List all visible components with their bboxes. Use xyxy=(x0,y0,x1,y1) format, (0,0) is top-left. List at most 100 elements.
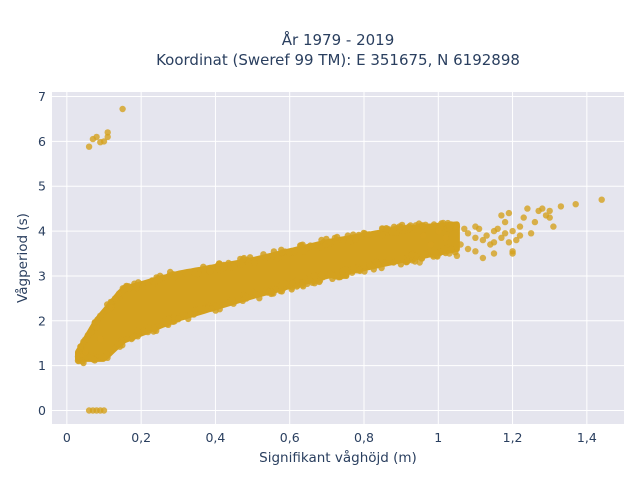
data-point xyxy=(427,241,435,248)
data-point xyxy=(453,223,461,230)
chart-title-line-2: Koordinat (Sweref 99 TM): E 351675, N 61… xyxy=(156,51,520,69)
data-point xyxy=(378,232,386,239)
data-point xyxy=(90,356,97,363)
data-point xyxy=(360,229,367,237)
x-tick-label: 1,2 xyxy=(503,430,523,445)
data-point xyxy=(472,234,479,241)
data-point xyxy=(501,218,509,226)
data-point xyxy=(352,236,359,243)
data-point xyxy=(93,324,100,331)
tick-labels: 0 0,2 0,4 0,6 0,8 1 1,2 1,4 0 1 2 3 4 5 6 7 xyxy=(38,89,597,445)
data-point xyxy=(429,248,437,255)
data-point xyxy=(505,239,513,246)
data-point xyxy=(339,268,346,275)
data-point xyxy=(367,262,374,270)
data-point xyxy=(134,333,141,340)
data-point xyxy=(153,327,160,334)
data-point xyxy=(100,407,108,414)
data-point xyxy=(520,214,527,221)
data-point xyxy=(446,223,454,230)
data-point xyxy=(326,238,333,245)
data-point xyxy=(334,272,342,279)
data-point xyxy=(108,304,115,311)
data-point xyxy=(464,245,472,253)
data-point xyxy=(516,223,524,230)
data-point xyxy=(134,327,141,335)
data-point xyxy=(231,264,238,271)
data-point xyxy=(380,259,388,267)
data-point xyxy=(289,279,296,286)
data-point xyxy=(239,256,247,263)
x-axis-title: Signifikant våghöjd (m) xyxy=(259,449,417,466)
data-point xyxy=(175,316,182,323)
chart-title-line-1: År 1979 - 2019 xyxy=(282,30,395,49)
data-point xyxy=(81,336,89,344)
data-point xyxy=(285,249,293,257)
data-point xyxy=(527,230,535,237)
data-point xyxy=(254,291,261,298)
data-point xyxy=(509,250,516,257)
data-point xyxy=(88,328,95,336)
data-point xyxy=(423,226,431,233)
y-tick-label: 5 xyxy=(38,179,46,194)
data-point xyxy=(133,284,140,292)
data-point xyxy=(350,266,357,273)
data-point xyxy=(412,222,419,229)
data-point xyxy=(331,234,339,242)
data-point xyxy=(403,258,411,265)
data-point xyxy=(94,316,101,323)
data-point xyxy=(263,253,271,261)
data-point xyxy=(490,239,498,246)
y-tick-label: 1 xyxy=(38,358,46,373)
data-point xyxy=(182,269,189,277)
data-point xyxy=(280,280,288,287)
data-point xyxy=(156,272,164,279)
data-point xyxy=(179,311,186,318)
data-point xyxy=(119,105,126,113)
data-point xyxy=(300,283,307,290)
data-point xyxy=(100,354,107,361)
data-point xyxy=(239,297,246,304)
data-point xyxy=(441,245,448,253)
data-point xyxy=(475,225,483,232)
data-point xyxy=(442,234,449,241)
x-tick-label: 1,4 xyxy=(577,430,597,445)
y-tick-label: 2 xyxy=(38,313,46,328)
data-point xyxy=(435,227,442,235)
data-point xyxy=(122,285,129,292)
data-point xyxy=(318,271,325,279)
data-point xyxy=(598,196,605,203)
data-point xyxy=(139,284,147,291)
data-point xyxy=(77,343,84,350)
y-tick-label: 4 xyxy=(38,224,46,239)
y-tick-label: 0 xyxy=(38,403,46,418)
data-point xyxy=(230,300,237,307)
data-point xyxy=(206,268,214,275)
data-point xyxy=(461,225,468,232)
data-point xyxy=(505,209,513,217)
data-point xyxy=(390,226,397,233)
data-point xyxy=(93,133,100,141)
x-tick-label: 1 xyxy=(434,430,442,445)
data-point xyxy=(97,335,104,342)
data-point xyxy=(340,236,347,243)
data-point xyxy=(546,214,553,221)
data-point xyxy=(453,252,461,259)
data-point xyxy=(257,258,264,266)
data-point xyxy=(356,266,363,274)
data-point xyxy=(97,139,104,146)
data-point xyxy=(416,259,423,266)
data-point xyxy=(104,129,111,136)
data-point xyxy=(111,295,119,302)
x-tick-label: 0 xyxy=(63,430,71,445)
data-point xyxy=(513,236,520,244)
data-point xyxy=(490,250,498,257)
data-point xyxy=(300,247,307,255)
data-point xyxy=(293,283,300,290)
data-point xyxy=(408,251,416,258)
data-point xyxy=(129,334,136,341)
data-point xyxy=(288,286,295,293)
data-point xyxy=(464,230,472,237)
data-point xyxy=(446,250,453,257)
data-point xyxy=(305,244,313,251)
